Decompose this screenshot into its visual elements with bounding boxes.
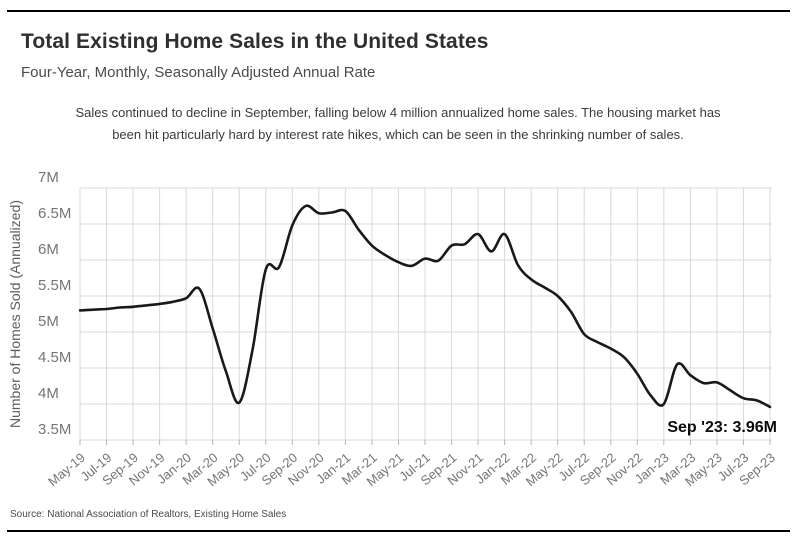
- top-rule: [7, 10, 790, 12]
- bottom-rule: [7, 530, 790, 532]
- source-note: Source: National Association of Realtors…: [10, 509, 287, 520]
- description-line-2: been hit particularly hard by interest r…: [112, 127, 684, 142]
- axis-ticks: [79, 440, 771, 445]
- y-tick-label: 5.5M: [38, 277, 71, 294]
- y-axis-title: Number of Homes Sold (Annualized): [7, 200, 23, 428]
- annotation-label: Sep '23: 3.96M: [667, 419, 777, 436]
- axis-labels: 3.5M4M4.5M5M5.5M6M6.5M7MMay-19Jul-19Sep-…: [38, 169, 778, 489]
- description-line-1: Sales continued to decline in September,…: [75, 105, 721, 120]
- y-tick-label: 6.5M: [38, 205, 71, 222]
- y-tick-label: 4M: [38, 385, 59, 402]
- y-tick-label: 4.5M: [38, 349, 71, 366]
- y-tick-label: 7M: [38, 169, 59, 186]
- gridlines: [79, 187, 772, 441]
- y-tick-label: 5M: [38, 313, 59, 330]
- chart-title: Total Existing Home Sales in the United …: [21, 30, 489, 53]
- sales-line: [78, 204, 772, 409]
- chart-description: Sales continued to decline in September,…: [0, 102, 796, 146]
- y-tick-label: 3.5M: [38, 421, 71, 438]
- chart-subtitle: Four-Year, Monthly, Seasonally Adjusted …: [21, 64, 376, 81]
- y-tick-label: 6M: [38, 241, 59, 258]
